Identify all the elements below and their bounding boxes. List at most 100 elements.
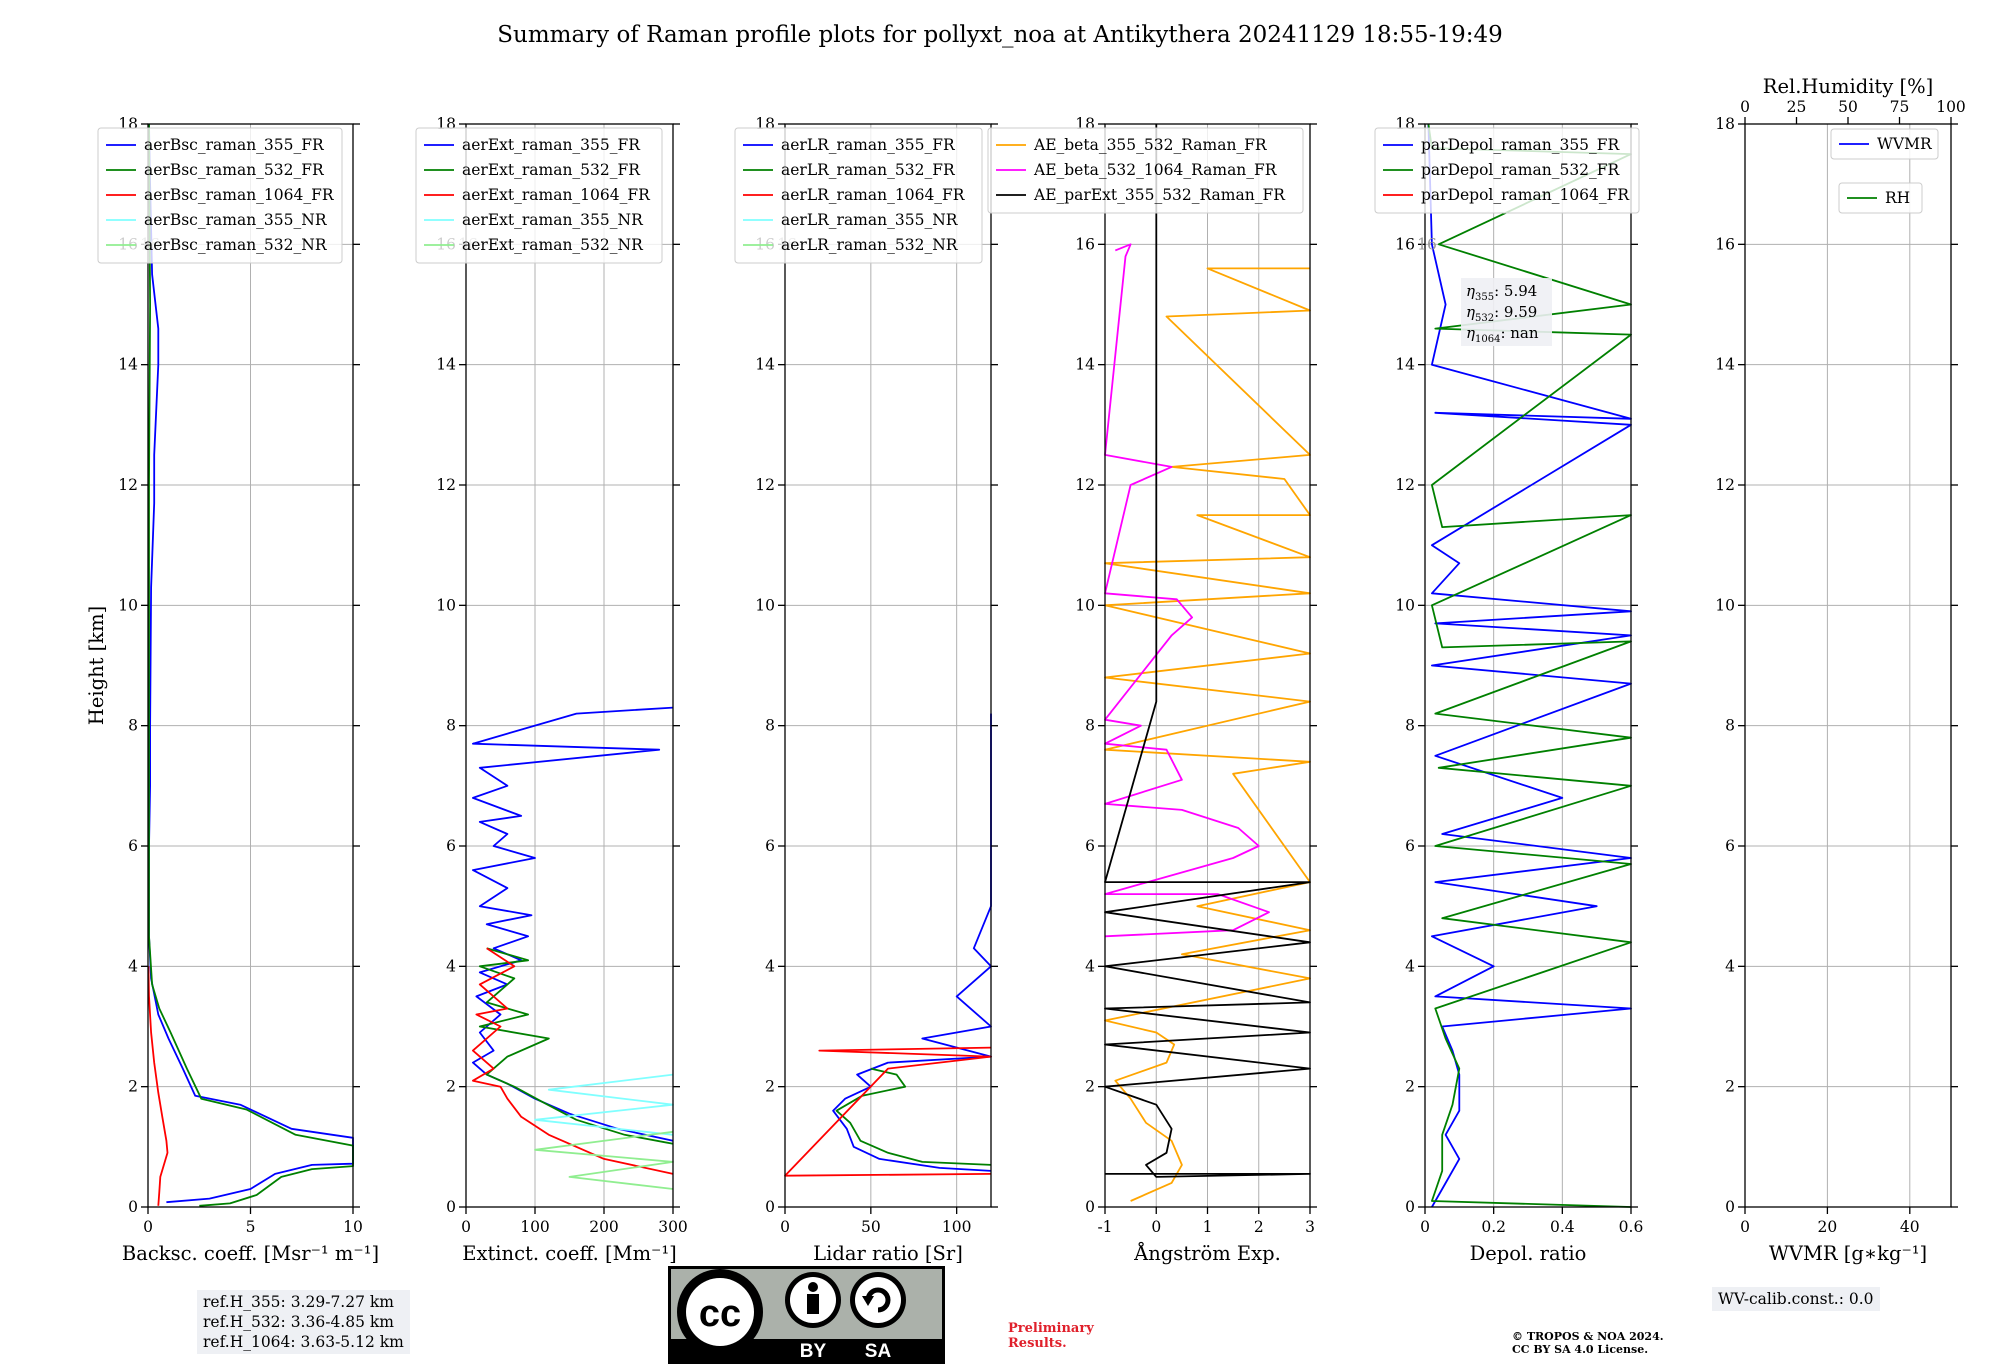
- panel-ext: 0246810121416180100200300Extinct. coeff.…: [415, 115, 688, 1265]
- series-line-aerExt_raman_532_FR: [478, 947, 674, 1145]
- panel-bsc: 0246810121416180510Backsc. coeff. [Msr⁻¹…: [85, 115, 379, 1265]
- y-tick-label: 8: [1725, 717, 1735, 735]
- ref-height-355: ref.H_355: 3.29-7.27 km: [203, 1293, 394, 1311]
- y-tick-label: 6: [446, 837, 456, 855]
- x-tick-label: 0.2: [1481, 1218, 1506, 1236]
- y-tick-label: 12: [1715, 476, 1735, 494]
- x-tick-label: 100: [942, 1218, 972, 1236]
- y-tick-label: 4: [128, 957, 138, 975]
- badge-by-label: BY: [800, 1341, 827, 1362]
- x-tick-label: 20: [1818, 1218, 1838, 1236]
- y-tick-label: 8: [765, 717, 775, 735]
- y-tick-label: 12: [1395, 476, 1415, 494]
- x2-tick-label: 100: [1936, 98, 1966, 116]
- legend-label: WVMR: [1877, 135, 1933, 153]
- y-tick-label: 4: [446, 957, 456, 975]
- svg-text:cc: cc: [699, 1293, 741, 1335]
- y-tick-label: 0: [128, 1198, 138, 1216]
- wv-calib-box: WV-calib.const.: 0.0: [1712, 1287, 1880, 1311]
- y-tick-label: 6: [1085, 837, 1095, 855]
- y-tick-label: 14: [1395, 356, 1415, 374]
- x2-tick-label: 0: [1740, 98, 1750, 116]
- x-axis-label: Depol. ratio: [1470, 1242, 1587, 1265]
- x-axis-label: Backsc. coeff. [Msr⁻¹ m⁻¹]: [122, 1242, 379, 1265]
- series-line-aerExt_raman_355_FR: [472, 706, 674, 1142]
- x-tick-label: 300: [658, 1218, 688, 1236]
- legend-box: [1830, 128, 1939, 160]
- legend-box: [97, 127, 343, 264]
- panel-lr: 024681012141618050100Lidar ratio [Sr]16a…: [734, 115, 998, 1265]
- y-tick-label: 12: [118, 476, 138, 494]
- x-tick-label: 100: [520, 1218, 550, 1236]
- x2-tick-label: 25: [1787, 98, 1807, 116]
- legend-label: aerLR_raman_532_NR: [781, 236, 959, 254]
- legend-box: [987, 127, 1304, 214]
- legend-wvmr: WVMR: [1830, 128, 1939, 160]
- y-tick-label: 10: [436, 596, 456, 614]
- copyright-line-2: CC BY SA 4.0 License.: [1512, 1343, 1649, 1356]
- y-tick-label: 12: [755, 476, 775, 494]
- y-tick-label: 18: [1715, 115, 1735, 133]
- x2-tick-label: 50: [1838, 98, 1858, 116]
- legend-label: aerLR_raman_355_FR: [781, 136, 956, 154]
- x-axis-label: Lidar ratio [Sr]: [813, 1242, 963, 1265]
- y-tick-label: 0: [446, 1198, 456, 1216]
- legend-label: aerExt_raman_532_FR: [462, 161, 641, 179]
- y-tick-label: 12: [1075, 476, 1095, 494]
- legend: aerLR_raman_355_FR aerLR_raman_532_FR aerL…: [734, 127, 983, 264]
- preliminary-note: Preliminary Results.: [1008, 1321, 1094, 1351]
- y-tick-label: 4: [765, 957, 775, 975]
- y-tick-label: 16: [1075, 235, 1095, 253]
- legend-label: aerLR_raman_1064_FR: [781, 186, 966, 204]
- copyright-line-1: © TROPOS & NOA 2024.: [1512, 1330, 1664, 1343]
- y-tick-label: 14: [436, 356, 456, 374]
- badge-sa-label: SA: [865, 1341, 892, 1362]
- legend-label: RH: [1885, 189, 1910, 207]
- y-tick-label: 8: [1085, 717, 1095, 735]
- figure-title: Summary of Raman profile plots for polly…: [497, 22, 1503, 48]
- y-tick-label: 16: [1395, 235, 1415, 253]
- cc-license-badge: cc BY SA: [668, 1266, 945, 1364]
- legend-label: AE_beta_532_1064_Raman_FR: [1033, 161, 1278, 179]
- series-line-aerBsc_raman_355_FR: [148, 123, 354, 1204]
- legend-label: AE_parExt_355_532_Raman_FR: [1033, 186, 1286, 204]
- legend-label: aerLR_raman_355_NR: [781, 211, 959, 229]
- series-line-aerLR_raman_1064_FR: [784, 1046, 992, 1177]
- preliminary-line-1: Preliminary: [1008, 1321, 1094, 1336]
- axes-frame: [784, 123, 992, 1208]
- y-tick-label: 0: [765, 1198, 775, 1216]
- series-line-aerLR_raman_355_FR: [832, 713, 992, 1172]
- y-tick-label: 14: [118, 356, 138, 374]
- legend: aerExt_raman_355_FR aerExt_raman_532_FRae…: [415, 127, 663, 264]
- ref-height-532: ref.H_532: 3.36-4.85 km: [203, 1313, 394, 1331]
- y-axis-label: Height [km]: [85, 606, 108, 725]
- axes-frame: [1744, 123, 1952, 1208]
- y-tick-label: 6: [1405, 837, 1415, 855]
- y-tick-label: 6: [128, 837, 138, 855]
- ref-height-box: ref.H_355: 3.29-7.27 km ref.H_532: 3.36-…: [197, 1290, 410, 1354]
- legend-label: aerExt_raman_355_FR: [462, 136, 641, 154]
- axes-frame: [1424, 123, 1632, 1208]
- copyright-note: © TROPOS & NOA 2024. CC BY SA 4.0 Licens…: [1512, 1330, 1664, 1356]
- eta-value: η1064: nan: [1466, 324, 1539, 345]
- x-tick-label: 0: [1420, 1218, 1430, 1236]
- legend-box: [415, 127, 663, 264]
- y-tick-label: 10: [118, 596, 138, 614]
- legend-label: parDepol_raman_355_FR: [1421, 136, 1621, 154]
- series-line-aerBsc_raman_1064_FR: [147, 966, 169, 1206]
- legend-label: AE_beta_355_532_Raman_FR: [1033, 136, 1268, 154]
- legend: parDepol_raman_355_FR parDepol_raman_532_…: [1374, 127, 1640, 214]
- y-tick-label: 10: [1715, 596, 1735, 614]
- x-tick-label: 0: [780, 1218, 790, 1236]
- legend-label: aerBsc_raman_355_FR: [144, 136, 325, 154]
- y-tick-label: 2: [1725, 1078, 1735, 1096]
- y-tick-label: 0: [1405, 1198, 1415, 1216]
- y-tick-label: 12: [436, 476, 456, 494]
- x-tick-label: 0: [461, 1218, 471, 1236]
- series-line-AE_beta_532_1064_Raman_FR: [1104, 243, 1270, 938]
- legend-label: parDepol_raman_1064_FR: [1421, 186, 1630, 204]
- legend-label: aerBsc_raman_355_NR: [144, 211, 328, 229]
